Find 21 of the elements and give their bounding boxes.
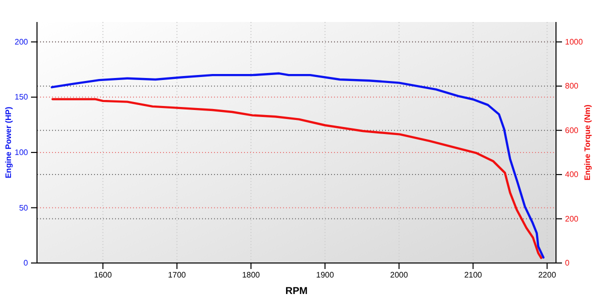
y2-tick-label: 200 (565, 214, 579, 224)
y2-axis-title: Engine Torque (Nm) (583, 104, 592, 180)
y-tick-label: 100 (14, 148, 29, 158)
x-tick-label: 1900 (316, 270, 334, 280)
x-tick-label: 1600 (94, 270, 112, 280)
y2-tick-label: 800 (565, 82, 579, 91)
y2-tick-label: 1000 (565, 37, 584, 46)
y-tick-label: 50 (19, 203, 29, 212)
y2-tick-label: 400 (565, 170, 579, 180)
x-axis-title: RPM (285, 286, 308, 297)
y2-tick-label: 0 (565, 258, 570, 268)
x-tick-label: 1700 (168, 270, 186, 280)
y-tick-label: 150 (14, 92, 29, 102)
y-axis-title: Engine Power (HP) (4, 106, 13, 178)
y-tick-label: 0 (24, 258, 29, 268)
y2-tick-label: 600 (565, 126, 579, 135)
x-tick-label: 2100 (464, 270, 483, 280)
x-tick-label: 2200 (538, 270, 557, 280)
x-tick-label: 2000 (390, 270, 408, 280)
x-tick-label: 1800 (242, 270, 260, 280)
y-tick-label: 200 (14, 37, 29, 46)
